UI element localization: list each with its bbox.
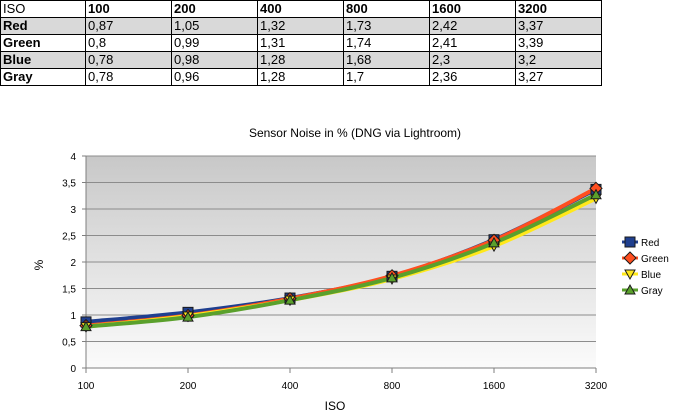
table-row: Green 0,8 0,99 1,31 1,74 2,41 3,39 [0, 34, 602, 52]
table-cell: 2,36 [429, 68, 516, 86]
legend-label-green: Green [641, 254, 669, 265]
table-cell: 1,68 [343, 51, 430, 69]
table-header-cell: 100 [85, 0, 172, 18]
table-row-label: Blue [0, 51, 86, 69]
y-tick-label: 4 [70, 152, 76, 163]
y-tick-label: 3 [70, 205, 76, 216]
table-header-row: ISO 100 200 400 800 1600 3200 [0, 0, 602, 18]
y-tick-label: 3,5 [62, 179, 76, 190]
table-cell: 1,28 [257, 51, 344, 69]
table-cell: 3,37 [515, 17, 602, 35]
table-cell: 1,73 [343, 17, 430, 35]
x-tick-label: 400 [282, 381, 299, 392]
table-cell: 0,78 [85, 51, 172, 69]
data-point-gray [182, 311, 194, 322]
y-tick-label: 2 [70, 258, 76, 269]
table-cell: 3,2 [515, 51, 602, 69]
table-header-cell: 1600 [429, 0, 516, 18]
table-cell: 1,32 [257, 17, 344, 35]
x-axis-title: ISO [325, 399, 346, 413]
legend-label-gray: Gray [641, 286, 663, 297]
table-cell: 0,99 [171, 34, 258, 52]
table-cell: 1,74 [343, 34, 430, 52]
x-tick-label: 200 [180, 381, 197, 392]
table-header-cell: ISO [0, 0, 86, 18]
table-cell: 2,3 [429, 51, 516, 69]
data-table: ISO 100 200 400 800 1600 3200 Red 0,87 1… [0, 0, 602, 86]
table-cell: 3,27 [515, 68, 602, 86]
y-axis-title: % [32, 259, 46, 270]
data-point-gray [284, 294, 296, 305]
y-tick-label: 1 [70, 311, 76, 322]
table-row: Red 0,87 1,05 1,32 1,73 2,42 3,37 [0, 17, 602, 35]
legend-label-blue: Blue [641, 270, 661, 281]
table-row-label: Green [0, 34, 86, 52]
legend-marker-red [624, 236, 636, 248]
table-row-label: Gray [0, 68, 86, 86]
noise-chart: Sensor Noise in % (DNG via Lightroom) 0 0… [32, 126, 669, 413]
x-tick-label: 800 [384, 381, 401, 392]
table-cell: 2,42 [429, 17, 516, 35]
chart-title: Sensor Noise in % (DNG via Lightroom) [249, 126, 461, 140]
table-cell: 0,78 [85, 68, 172, 86]
table-row: Gray 0,78 0,96 1,28 1,7 2,36 3,27 [0, 68, 602, 86]
y-tick-label: 2,5 [62, 232, 76, 243]
legend-label-red: Red [641, 238, 659, 249]
table-cell: 3,39 [515, 34, 602, 52]
y-tick-label: 0,5 [62, 338, 76, 349]
table-cell: 0,87 [85, 17, 172, 35]
data-point-gray [386, 271, 398, 283]
legend-marker-blue [624, 269, 636, 281]
table-cell: 0,96 [171, 68, 258, 86]
table-cell: 0,98 [171, 51, 258, 69]
table-cell: 2,41 [429, 34, 516, 52]
table-header-cell: 800 [343, 0, 430, 18]
table-cell: 1,05 [171, 17, 258, 35]
data-point-gray [488, 236, 500, 248]
table-cell: 0,8 [85, 34, 172, 52]
legend-marker-gray [624, 283, 636, 295]
y-tick-label: 0 [70, 364, 76, 375]
data-point-gray [590, 188, 602, 200]
table-row-label: Red [0, 17, 86, 35]
series-line-gray [84, 192, 598, 329]
legend-marker-green [623, 251, 637, 265]
table-header-cell: 400 [257, 0, 344, 18]
table-cell: 1,7 [343, 68, 430, 86]
table-cell: 1,28 [257, 68, 344, 86]
y-tick-label: 1,5 [62, 285, 76, 296]
x-tick-label: 100 [78, 381, 95, 392]
table-header-cell: 3200 [515, 0, 602, 18]
table-cell: 1,31 [257, 34, 344, 52]
data-point-gray [80, 320, 92, 332]
x-tick-label: 1600 [483, 381, 506, 392]
table-header-cell: 200 [171, 0, 258, 18]
table-row: Blue 0,78 0,98 1,28 1,68 2,3 3,2 [0, 51, 602, 69]
x-tick-label: 3200 [585, 381, 608, 392]
